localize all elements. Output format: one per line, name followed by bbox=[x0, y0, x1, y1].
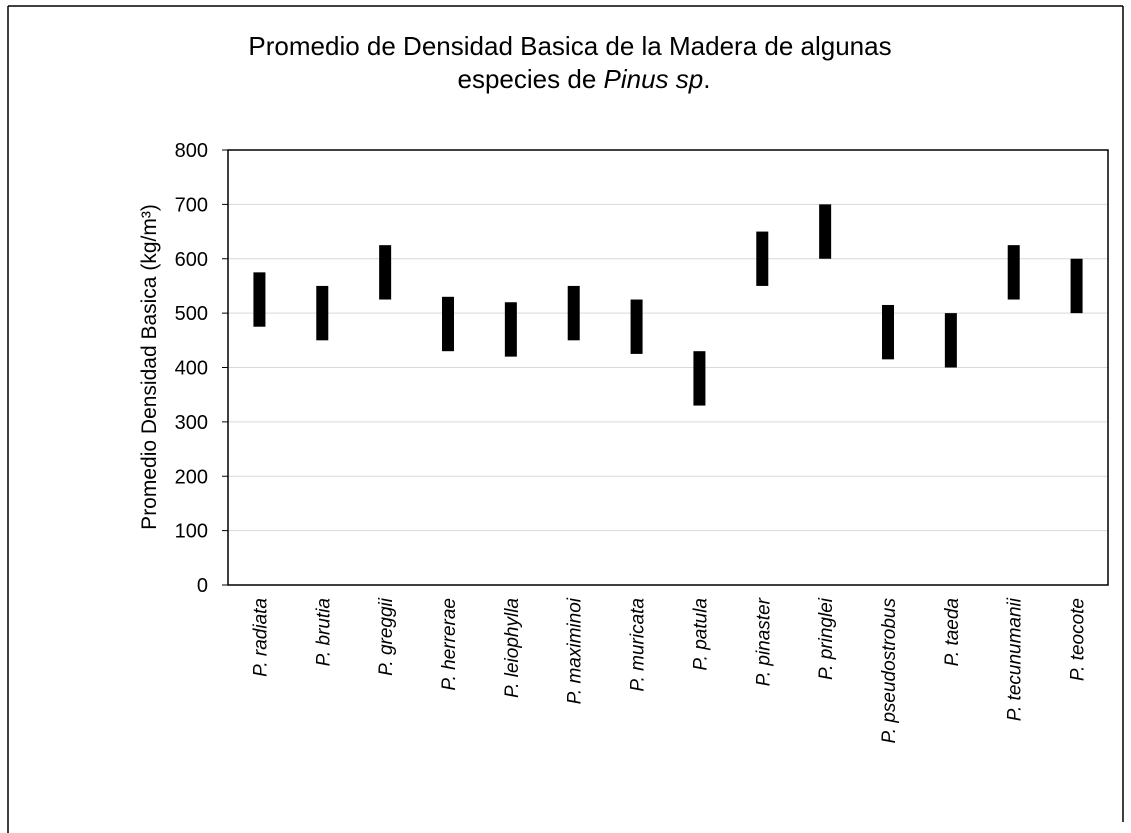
x-tick-label: P. leiophylla bbox=[502, 598, 523, 698]
y-tick-label: 700 bbox=[175, 194, 208, 216]
range-bar bbox=[567, 285, 580, 341]
x-tick-label: P. pinaster bbox=[753, 597, 774, 686]
title-run: Pinus sp bbox=[604, 64, 704, 94]
x-tick-label: P. pringlei bbox=[816, 597, 837, 680]
y-axis-label: Promedio Densidad Basica (kg/m³) bbox=[138, 204, 161, 530]
x-tick-label: P. teocote bbox=[1068, 598, 1089, 681]
range-bar bbox=[819, 204, 832, 259]
range-bar bbox=[316, 285, 329, 341]
range-bar bbox=[1007, 245, 1020, 300]
range-bar bbox=[379, 245, 392, 300]
title-run: Promedio de Densidad Basica de la Madera… bbox=[248, 31, 891, 61]
range-bar bbox=[253, 272, 266, 327]
x-tick-label: P. greggii bbox=[376, 597, 397, 676]
x-tick-label: P. brutia bbox=[313, 598, 334, 666]
y-tick-label: 300 bbox=[175, 412, 208, 434]
range-bar bbox=[504, 302, 517, 357]
x-tick-label: P. herrerae bbox=[439, 598, 460, 691]
range-bar bbox=[944, 313, 957, 368]
x-tick-label: P. tecunumanii bbox=[1005, 597, 1026, 721]
y-tick-label: 800 bbox=[175, 140, 208, 162]
chart-title: especies de Pinus sp. bbox=[458, 64, 711, 94]
y-tick-label: 100 bbox=[175, 521, 208, 543]
plot-frame bbox=[227, 149, 1109, 586]
x-tick-label: P. maximinoi bbox=[565, 597, 586, 704]
range-bar bbox=[630, 299, 643, 354]
range-bar bbox=[693, 351, 706, 406]
y-tick-label: 500 bbox=[175, 303, 208, 325]
title-run: . bbox=[703, 64, 710, 94]
y-tick-label: 400 bbox=[175, 358, 208, 380]
x-tick-label: P. patula bbox=[690, 598, 711, 671]
range-bar bbox=[756, 231, 769, 286]
y-tick-label: 600 bbox=[175, 249, 208, 271]
y-tick-label: 200 bbox=[175, 466, 208, 488]
range-bar bbox=[442, 296, 454, 352]
x-tick-label: P. pseudostrobus bbox=[879, 598, 900, 744]
x-tick-label: P. taeda bbox=[942, 598, 963, 666]
title-run: especies de bbox=[458, 64, 604, 94]
range-bar bbox=[1070, 258, 1083, 314]
x-tick-label: P. muricata bbox=[628, 598, 649, 692]
range-bar bbox=[882, 304, 894, 360]
x-tick-label: P. radiata bbox=[250, 598, 271, 677]
chart-title: Promedio de Densidad Basica de la Madera… bbox=[248, 31, 891, 61]
y-tick-label: 0 bbox=[197, 575, 208, 597]
